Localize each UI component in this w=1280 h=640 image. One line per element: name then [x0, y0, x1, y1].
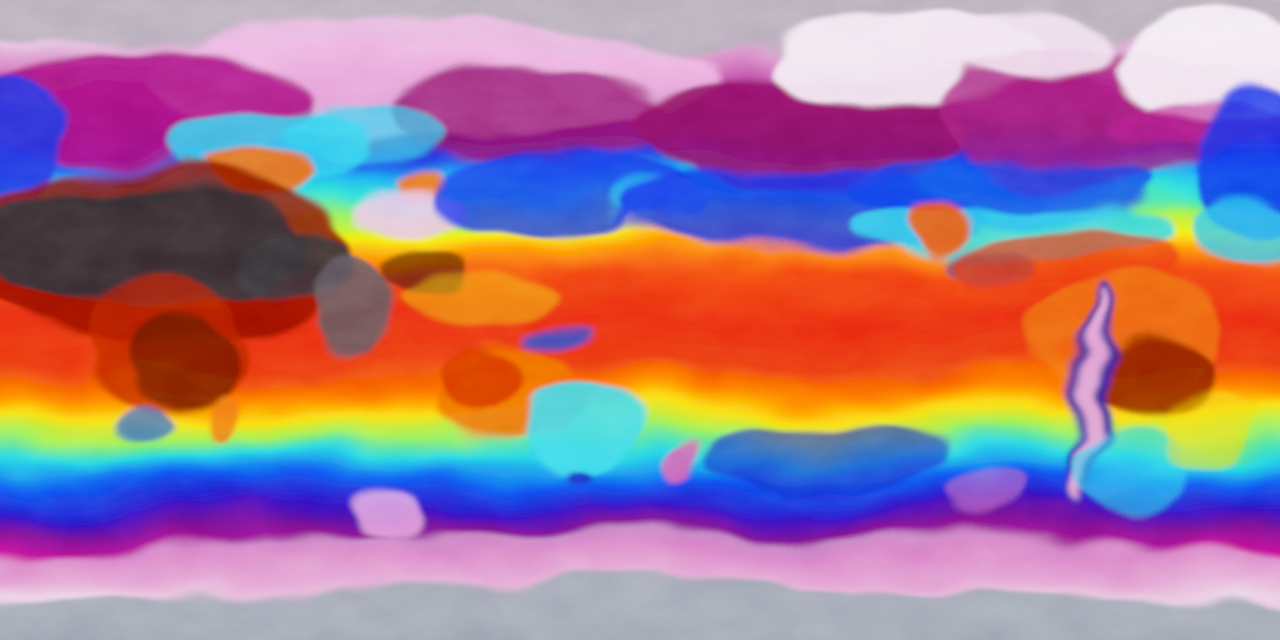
global-temperature-heatmap	[0, 0, 1280, 640]
global-temperature-map-view	[0, 0, 1280, 640]
noise-texture-overlay	[0, 0, 1280, 640]
